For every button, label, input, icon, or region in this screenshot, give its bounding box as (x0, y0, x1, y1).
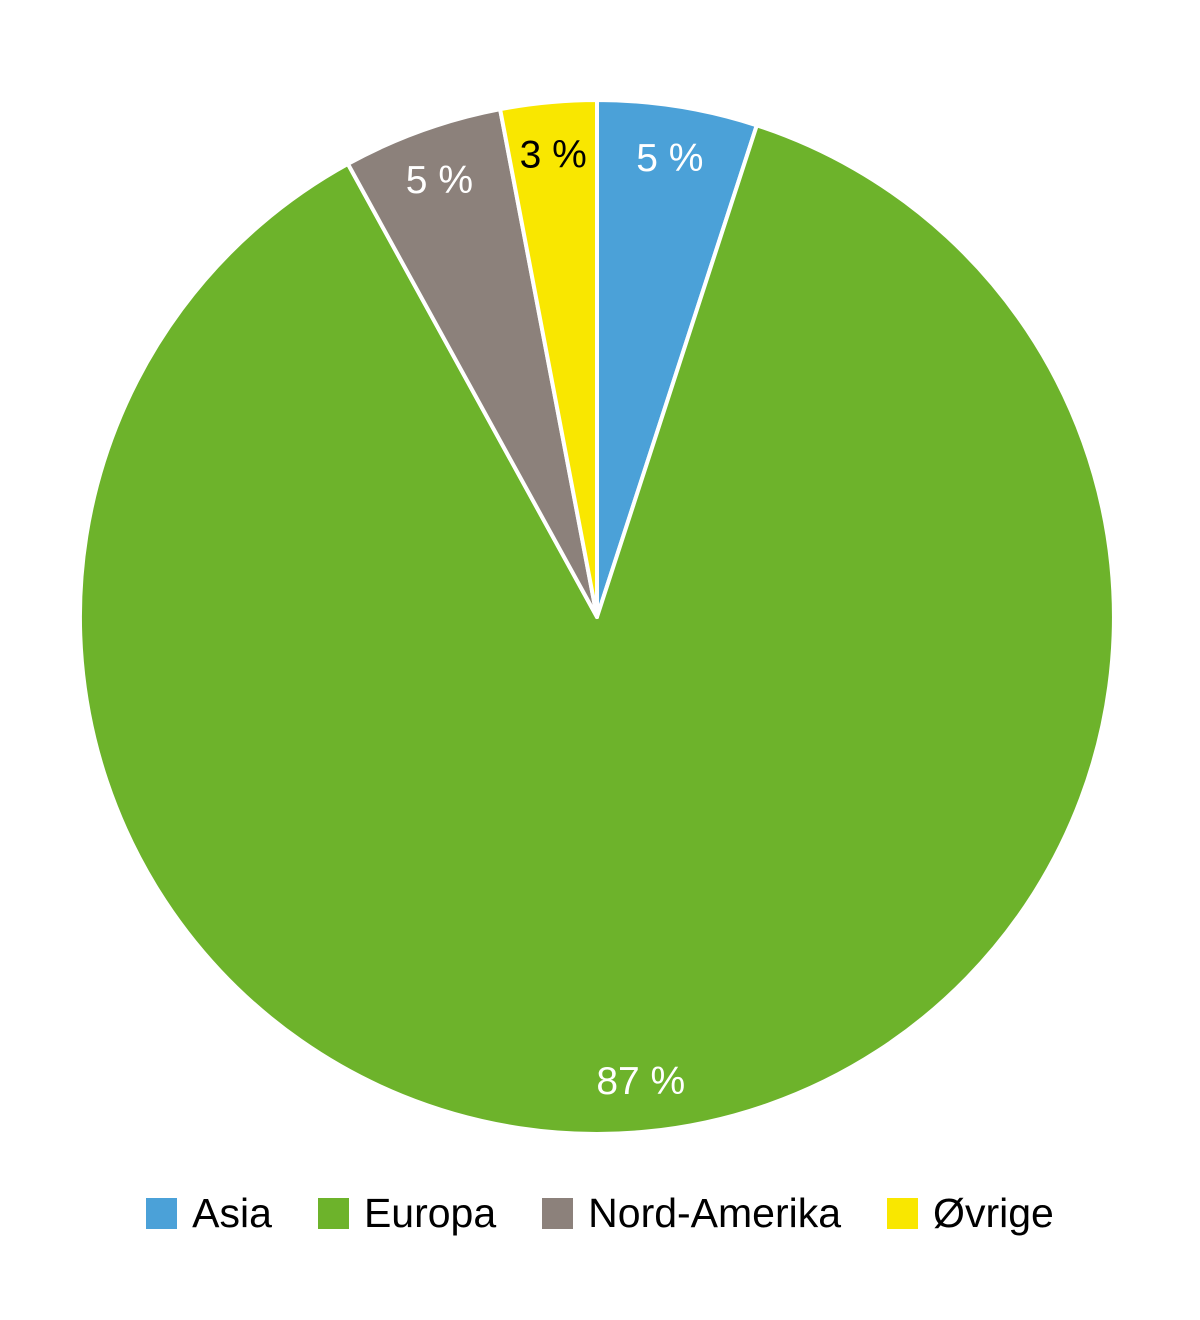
pie-slice-europa (77, 123, 1116, 1136)
pie-slice-nord-amerika (345, 107, 599, 619)
slice-value-label-europa: 87 % (596, 1060, 685, 1103)
legend-label-europa: Europa (363, 1190, 497, 1236)
legend-swatch-nord-amerika (542, 1198, 574, 1229)
legend-swatch-asia (146, 1198, 178, 1229)
legend-item-nord-amerika: Nord-Amerika (542, 1193, 841, 1234)
chart-legend: Asia Europa Nord-Amerika Øvrige (0, 1193, 1200, 1234)
pie-chart: 5 % 87 % 5 % 3 % (77, 98, 1116, 1136)
legend-item-asia: Asia (146, 1193, 272, 1234)
legend-swatch-europa (317, 1198, 349, 1229)
legend-label-asia: Asia (192, 1190, 272, 1236)
legend-item-europa: Europa (317, 1190, 497, 1236)
legend-swatch-ovrige (887, 1198, 919, 1229)
slice-value-label-asia: 5 % (636, 137, 703, 180)
pie-slice-ovrige (498, 98, 599, 619)
slice-value-label-nord-amerika: 5 % (406, 159, 473, 202)
pie-value-labels: 5 % 87 % 5 % 3 % (406, 133, 704, 1102)
slice-value-label-ovrige: 3 % (520, 133, 587, 176)
pie-slices (77, 98, 1116, 1136)
legend-label-nord-amerika: Nord-Amerika (588, 1190, 842, 1236)
legend-item-ovrige: Øvrige (887, 1193, 1054, 1234)
legend-label-ovrige: Øvrige (933, 1190, 1054, 1236)
